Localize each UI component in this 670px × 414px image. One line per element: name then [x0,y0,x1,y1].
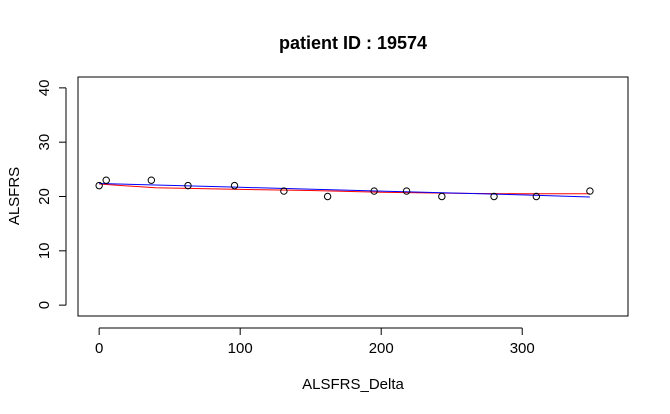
data-point [184,181,192,190]
data-point [95,181,103,190]
trend-line-2 [99,183,590,198]
data-point [532,192,541,201]
y-tick-label: 10 [36,242,53,259]
y-axis: 0 10 20 30 40 [36,80,67,309]
plot-frame [77,76,629,317]
x-tick-label: 0 [95,340,103,357]
trend-line-1 [99,183,590,195]
data-point [402,187,411,195]
data-point [586,187,594,195]
data-point [230,181,239,190]
chart-title: patient ID : 19574 [279,33,427,53]
data-points [95,176,594,201]
trend-lines [99,183,590,198]
data-point [147,176,156,184]
data-point [370,187,378,195]
x-tick-label: 200 [369,340,394,357]
y-tick-label: 0 [36,301,53,309]
x-axis-label: ALSFRS_Delta [302,376,404,393]
x-tick-label: 100 [228,340,253,357]
y-axis-label: ALSFRS [6,167,23,225]
y-tick-label: 40 [36,80,53,97]
x-tick-label: 300 [510,340,535,357]
data-point [102,176,110,184]
y-tick-label: 20 [36,188,53,205]
y-tick-label: 30 [36,134,53,151]
data-point [490,192,498,201]
data-point [438,192,446,201]
data-point [323,192,332,201]
data-point [280,187,288,195]
x-axis: 0 100 200 300 [95,327,535,357]
